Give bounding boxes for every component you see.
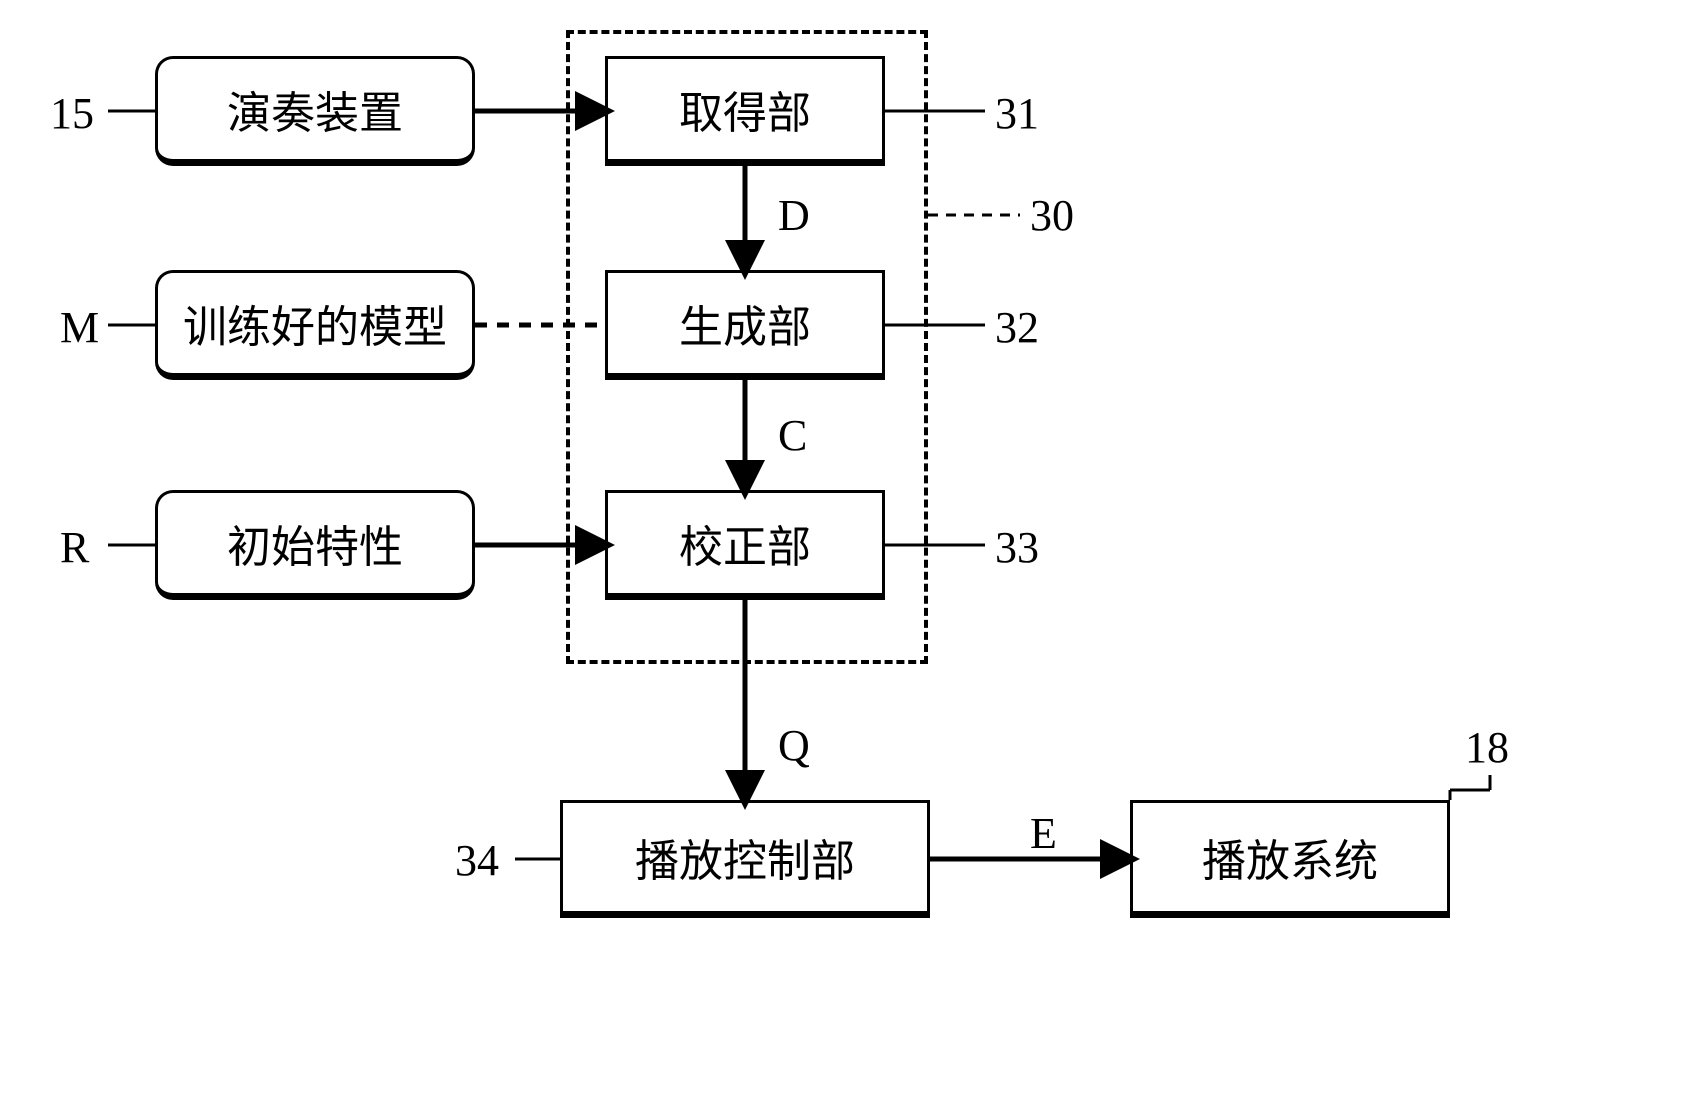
node-generation-unit: 生成部 bbox=[605, 270, 885, 380]
ref-label-31: 31 bbox=[995, 88, 1039, 139]
node-label: 取得部 bbox=[679, 77, 811, 141]
node-acquisition-unit: 取得部 bbox=[605, 56, 885, 166]
node-label: 播放系统 bbox=[1202, 825, 1378, 889]
node-correction-unit: 校正部 bbox=[605, 490, 885, 600]
node-label: 播放控制部 bbox=[635, 825, 855, 889]
ref-label-15: 15 bbox=[50, 88, 94, 139]
node-playback-control-unit: 播放控制部 bbox=[560, 800, 930, 918]
node-playback-system: 播放系统 bbox=[1130, 800, 1450, 918]
edge-label-Q: Q bbox=[778, 720, 810, 771]
edge-label-D: D bbox=[778, 190, 810, 241]
edge-label-E: E bbox=[1030, 808, 1057, 859]
diagram-stage: 演奏装置 训练好的模型 初始特性 取得部 生成部 校正部 播放控制部 播放系统 … bbox=[0, 0, 1707, 1094]
node-trained-model: 训练好的模型 bbox=[155, 270, 475, 380]
node-label: 初始特性 bbox=[227, 511, 403, 575]
ref-label-30: 30 bbox=[1030, 190, 1074, 241]
ref-label-34: 34 bbox=[455, 835, 499, 886]
node-initial-characteristic: 初始特性 bbox=[155, 490, 475, 600]
node-label: 校正部 bbox=[679, 511, 811, 575]
ref-label-32: 32 bbox=[995, 302, 1039, 353]
node-performance-device: 演奏装置 bbox=[155, 56, 475, 166]
ref-label-M: M bbox=[60, 302, 99, 353]
node-label: 训练好的模型 bbox=[183, 291, 447, 355]
ref-label-18: 18 bbox=[1465, 722, 1509, 773]
node-label: 生成部 bbox=[679, 291, 811, 355]
ref-label-33: 33 bbox=[995, 522, 1039, 573]
edge-label-C: C bbox=[778, 410, 807, 461]
node-label: 演奏装置 bbox=[227, 77, 403, 141]
ref-label-R: R bbox=[60, 522, 89, 573]
